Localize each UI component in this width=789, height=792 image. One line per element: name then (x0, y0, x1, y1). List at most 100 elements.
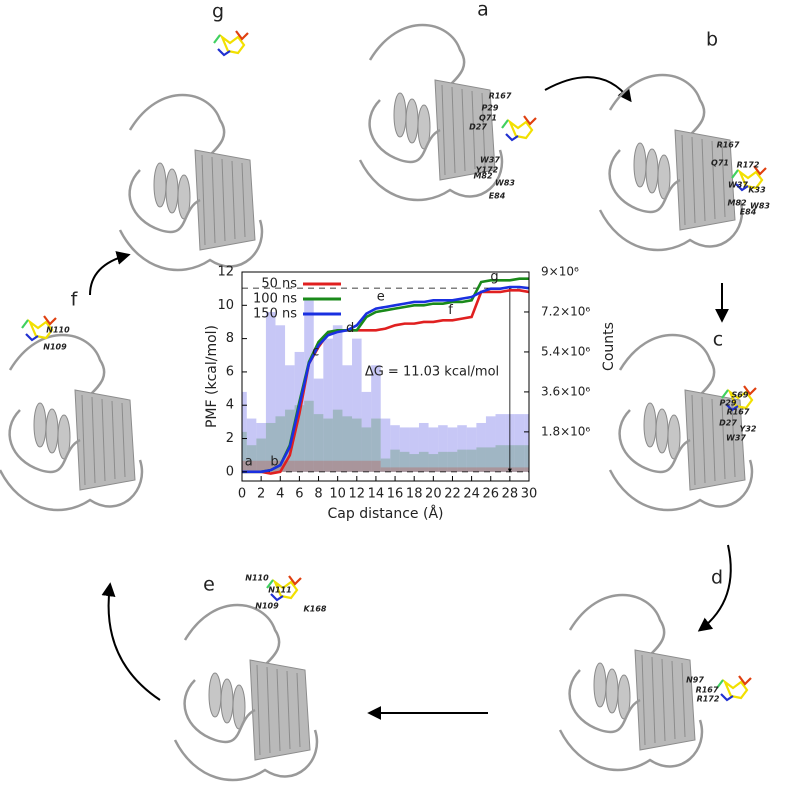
histogram-bar (495, 467, 506, 472)
protein-cartoon (173, 603, 319, 782)
state-label: f (448, 303, 453, 318)
protein-sheet (674, 129, 736, 231)
residue-label: M82 (727, 199, 747, 208)
ligand-stick (288, 575, 302, 586)
ligand-stick (213, 34, 221, 44)
y2-axis-label: Counts (601, 322, 617, 371)
sheet-strand (681, 662, 686, 738)
panel-label: e (203, 574, 215, 596)
y2-tick-label: 5.4×10⁶ (541, 344, 590, 358)
histogram-bar (447, 467, 458, 472)
protein-coil (128, 169, 201, 234)
sheet-strand (211, 156, 216, 244)
histogram-bar (371, 460, 381, 472)
ligand-stick (725, 403, 739, 412)
sheet-strand (111, 400, 116, 480)
residue-label: W37 (726, 434, 746, 443)
protein-coil (183, 679, 256, 744)
sheet-strand (691, 136, 696, 224)
sheet-strand (451, 86, 456, 174)
state-label: e (377, 289, 385, 304)
histogram-bar (457, 425, 467, 472)
histogram-bar (246, 460, 257, 472)
histogram-bar (514, 414, 525, 472)
x-tick-label: 2 (257, 487, 265, 502)
histogram-bar (246, 445, 257, 472)
residue-label: N110 (245, 574, 269, 583)
residue-label: W37 (728, 181, 748, 190)
histogram-bar (447, 427, 458, 472)
histogram-bar (342, 460, 353, 472)
ligand (213, 30, 249, 57)
histogram-bar (380, 467, 391, 472)
y-tick-label: 12 (217, 265, 234, 280)
ligand (721, 385, 757, 412)
ligand (716, 675, 752, 702)
histogram-bar (485, 447, 496, 472)
protein-cartoon (0, 333, 144, 512)
protein-helix (643, 402, 657, 448)
x-tick-label: 16 (387, 487, 404, 502)
x-tick-label: 6 (295, 487, 303, 502)
histogram-bar (323, 418, 333, 472)
histogram-bar (275, 325, 286, 472)
residue-label: N111 (268, 586, 291, 595)
residue-label: D27 (469, 123, 487, 132)
ligand-stick (25, 333, 39, 342)
x-tick-label: 8 (314, 487, 322, 502)
histogram-bar (428, 427, 439, 472)
residue-label: P29 (482, 104, 499, 113)
ligand (501, 115, 537, 142)
x-tick-label: 14 (368, 487, 385, 502)
histogram-bar (495, 445, 506, 472)
protein-helix (593, 662, 607, 708)
histogram-bar (438, 425, 448, 472)
state-label: c (312, 344, 319, 359)
histogram-bar (294, 460, 305, 472)
histogram-bar (304, 298, 314, 472)
x-axis-label: Cap distance (Å) (328, 505, 444, 522)
sheet-strand (721, 142, 726, 218)
histogram-bar (399, 427, 410, 472)
ligand-stick (501, 119, 509, 129)
residue-label: K168 (304, 605, 327, 614)
protein-sheet (194, 149, 256, 251)
sheet-strand (441, 84, 446, 176)
histogram-bar (476, 422, 486, 472)
sheet-strand (91, 396, 96, 484)
protein-helix (405, 98, 419, 144)
x-tick-label: 18 (406, 487, 423, 502)
histogram-bar (447, 451, 458, 472)
sheet-strand (481, 92, 486, 168)
histogram-bar (242, 460, 247, 472)
sheet-strand (731, 402, 736, 478)
histogram-bar (275, 416, 286, 472)
ligand-stick (721, 389, 729, 399)
residue-label: Y32 (740, 425, 757, 434)
residue-label: D27 (719, 419, 737, 428)
protein-helix (220, 678, 234, 724)
residue-label: Q71 (711, 159, 729, 168)
ligand (266, 575, 302, 602)
sheet-strand (231, 160, 236, 240)
y2-tick-label: 7.2×10⁶ (541, 304, 590, 318)
residue-label: N97 (686, 676, 704, 685)
histogram-bar (352, 418, 362, 472)
y-tick-label: 8 (226, 331, 234, 346)
histogram-bar (361, 460, 372, 472)
residue-label: M82 (473, 172, 493, 181)
protein-sheet (634, 649, 696, 751)
protein-cartoon (598, 73, 744, 252)
histogram-bar (418, 451, 429, 472)
protein-helix (605, 668, 619, 714)
histogram-bar (256, 438, 266, 472)
sheet-strand (461, 88, 466, 172)
histogram-bar (265, 422, 276, 472)
histogram-bar (524, 445, 529, 472)
x-tick-label: 10 (329, 487, 346, 502)
residue-label: N109 (255, 602, 279, 611)
sheet-strand (101, 398, 106, 482)
histogram-bar (332, 409, 343, 472)
panel-label: c (713, 329, 723, 351)
